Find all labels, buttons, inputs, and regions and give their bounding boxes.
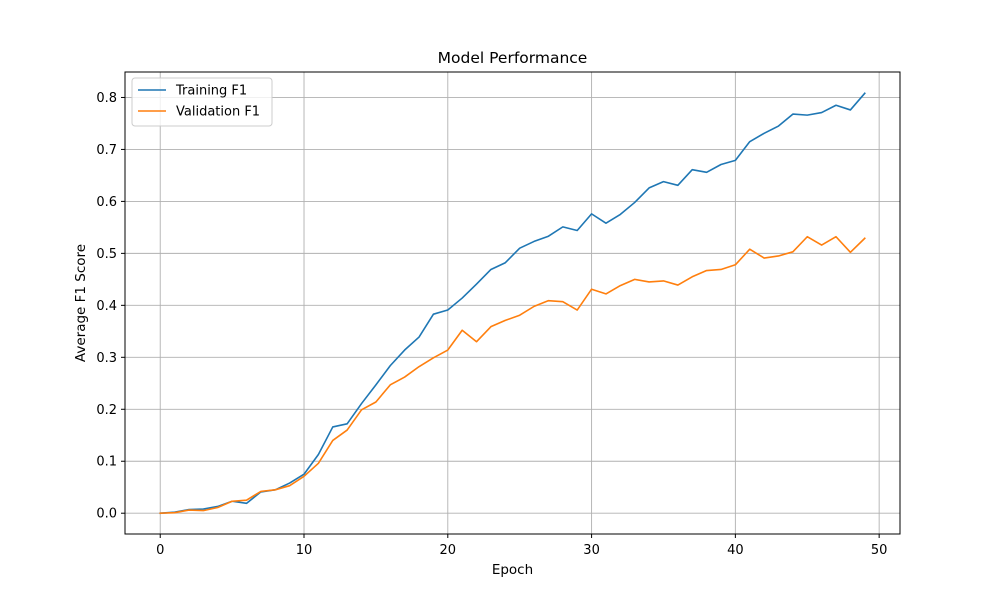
x-tick-label: 10 (296, 543, 313, 558)
chart-title: Model Performance (438, 49, 588, 67)
y-tick-label: 0.7 (96, 143, 117, 158)
y-tick-label: 0.0 (96, 507, 117, 522)
plot-area (125, 72, 900, 534)
series-line-1 (159, 235, 866, 515)
y-tick-label: 0.5 (96, 247, 117, 262)
y-axis-label: Average F1 Score (73, 244, 89, 362)
series-lines (159, 92, 866, 515)
legend: Training F1 Validation F1 (131, 77, 273, 127)
y-tick-label: 0.1 (96, 455, 117, 470)
x-axis-label: Epoch (492, 562, 533, 578)
legend-label-1: Validation F1 (176, 105, 260, 120)
grid-lines (125, 72, 900, 534)
x-tick-label: 40 (727, 543, 744, 558)
axis-ticks: 0 10 20 30 40 50 0.0 0.1 0.2 0.3 0.4 0.5 0.6 0.7 0.8 (96, 91, 887, 558)
legend-box (131, 77, 273, 127)
y-tick-label: 0.8 (96, 91, 117, 106)
plot-frame (124, 71, 901, 535)
y-tick-label: 0.4 (96, 299, 117, 314)
x-tick-label: 20 (440, 543, 457, 558)
x-tick-label: 0 (156, 543, 164, 558)
legend-label-0: Training F1 (175, 84, 247, 99)
y-tick-label: 0.6 (96, 195, 117, 210)
y-tick-label: 0.2 (96, 403, 117, 418)
y-tick-label: 0.3 (96, 351, 117, 366)
x-tick-label: 50 (871, 543, 888, 558)
x-tick-label: 30 (583, 543, 600, 558)
